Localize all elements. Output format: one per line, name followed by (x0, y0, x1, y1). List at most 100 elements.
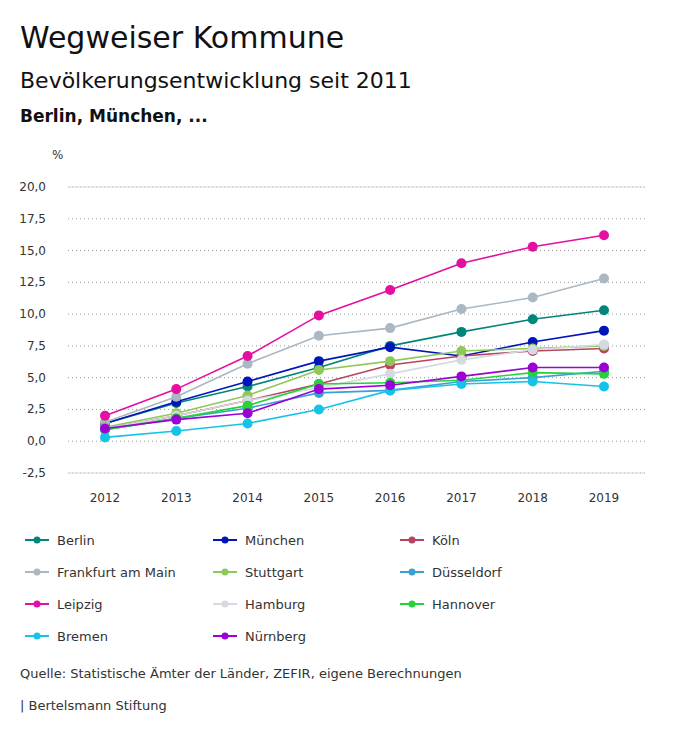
legend-marker (34, 569, 41, 576)
legend-label: Leipzig (57, 597, 103, 612)
grid-line (68, 218, 645, 219)
point (314, 404, 324, 414)
point (599, 362, 609, 372)
point (599, 340, 609, 350)
point (385, 369, 395, 379)
point (314, 365, 324, 375)
credit: | Bertelsmann Stiftung (20, 698, 167, 713)
legend-label: München (245, 533, 304, 548)
y-tick-label: 12,5 (19, 275, 46, 289)
x-tick-label: 2016 (375, 491, 406, 505)
legend-label: Köln (432, 533, 460, 548)
axis-line (68, 187, 645, 188)
series-line (105, 331, 604, 424)
point (528, 376, 538, 386)
y-tick-label: 20,0 (19, 180, 46, 194)
point (599, 274, 609, 284)
legend-marker (409, 601, 416, 608)
point (171, 384, 181, 394)
legend-marker (222, 537, 229, 544)
point (385, 356, 395, 366)
grid-line (68, 250, 645, 251)
point (243, 376, 253, 386)
x-tick-label: 2015 (304, 491, 335, 505)
point (599, 382, 609, 392)
point (314, 331, 324, 341)
x-tick-label: 2019 (589, 491, 620, 505)
point (100, 411, 110, 421)
y-tick-label: 5,0 (27, 371, 46, 385)
point (385, 285, 395, 295)
chart: Wegweiser Kommune Bevölkerungsentwicklung… (0, 0, 680, 738)
legend-label: Düsseldorf (432, 565, 502, 580)
series-line (105, 367, 604, 428)
point (171, 415, 181, 425)
point (456, 371, 466, 381)
subtitle: Bevölkerungsentwicklung seit 2011 (20, 68, 412, 93)
y-tick-label: 2,5 (27, 402, 46, 416)
point (528, 242, 538, 252)
point (528, 362, 538, 372)
legend-marker (409, 569, 416, 576)
grid-line (68, 377, 645, 378)
point (100, 432, 110, 442)
legend-label: Frankfurt am Main (57, 565, 176, 580)
point (243, 418, 253, 428)
y-tick-label: 17,5 (19, 212, 46, 226)
x-tick-label: 2017 (446, 491, 477, 505)
point (385, 380, 395, 390)
legend-label: Bremen (57, 629, 108, 644)
point (456, 327, 466, 337)
series-line (105, 235, 604, 415)
point (171, 426, 181, 436)
legend-marker (34, 537, 41, 544)
title: Wegweiser Kommune (20, 20, 344, 55)
point (385, 323, 395, 333)
legend-marker (222, 569, 229, 576)
point (100, 424, 110, 434)
legend-marker (222, 633, 229, 640)
point (100, 424, 110, 434)
grid-line (68, 441, 645, 442)
legend-marker (222, 601, 229, 608)
y-axis-label: % (52, 148, 63, 162)
y-tick-label: 10,0 (19, 307, 46, 321)
series-line (105, 373, 604, 430)
source: Quelle: Statistische Ämter der Länder, Z… (20, 666, 462, 681)
legend-marker (34, 633, 41, 640)
description: Berlin, München, ... (20, 106, 208, 126)
point (385, 342, 395, 352)
grid-line (68, 187, 645, 188)
point (528, 314, 538, 324)
grid-line (68, 314, 645, 315)
series-line (105, 310, 604, 423)
y-tick-label: 7,5 (27, 339, 46, 353)
series-line (105, 381, 604, 437)
axis-line (68, 473, 645, 474)
series-line (105, 345, 604, 429)
point (243, 408, 253, 418)
legend: BerlinMünchenKölnFrankfurt am MainStuttg… (25, 533, 502, 644)
x-tick-label: 2014 (232, 491, 263, 505)
point (456, 355, 466, 365)
point (599, 230, 609, 240)
point (314, 384, 324, 394)
point (599, 305, 609, 315)
grid-line (68, 345, 645, 346)
legend-marker (409, 537, 416, 544)
legend-label: Berlin (57, 533, 95, 548)
series-line (105, 348, 604, 428)
point (314, 356, 324, 366)
grid-line (68, 282, 645, 283)
point (314, 310, 324, 320)
point (599, 326, 609, 336)
point (456, 346, 466, 356)
point (100, 424, 110, 434)
legend-label: Nürnberg (245, 629, 306, 644)
grid (68, 187, 645, 473)
point (528, 345, 538, 355)
grid-line (68, 473, 645, 474)
plot-area (100, 230, 609, 442)
legend-label: Hannover (432, 597, 496, 612)
legend-marker (34, 601, 41, 608)
